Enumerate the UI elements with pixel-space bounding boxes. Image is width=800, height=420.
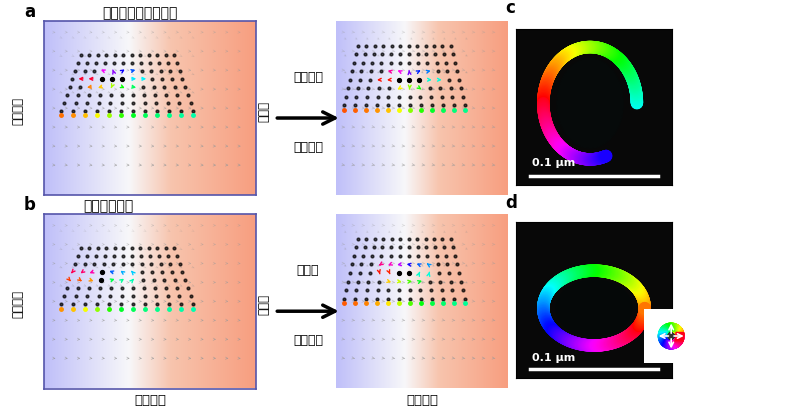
Text: コールド: コールド [11,291,24,318]
Text: 温度勧配: 温度勧配 [293,141,323,154]
Text: d: d [506,194,518,212]
Text: 0.1 μm: 0.1 μm [531,353,575,363]
Text: 磁場印加: 磁場印加 [293,71,323,84]
Text: b: b [24,196,36,214]
Text: ホット: ホット [258,294,270,315]
Ellipse shape [557,58,623,148]
Text: 温度勧配: 温度勧配 [293,334,323,347]
Text: 0.1 μm: 0.1 μm [531,158,575,168]
Text: スキルミオン: スキルミオン [83,200,133,214]
Circle shape [664,328,678,344]
Ellipse shape [556,280,632,336]
Text: コールド: コールド [11,97,24,125]
Text: ホット: ホット [258,101,270,122]
Text: 初期状態: 初期状態 [134,394,166,407]
Text: 零磁場: 零磁場 [297,264,319,277]
Text: 最終状態: 最終状態 [406,394,438,407]
Text: アンチスキルミオン: アンチスキルミオン [102,6,178,21]
Text: a: a [24,3,35,21]
Text: c: c [506,0,515,17]
